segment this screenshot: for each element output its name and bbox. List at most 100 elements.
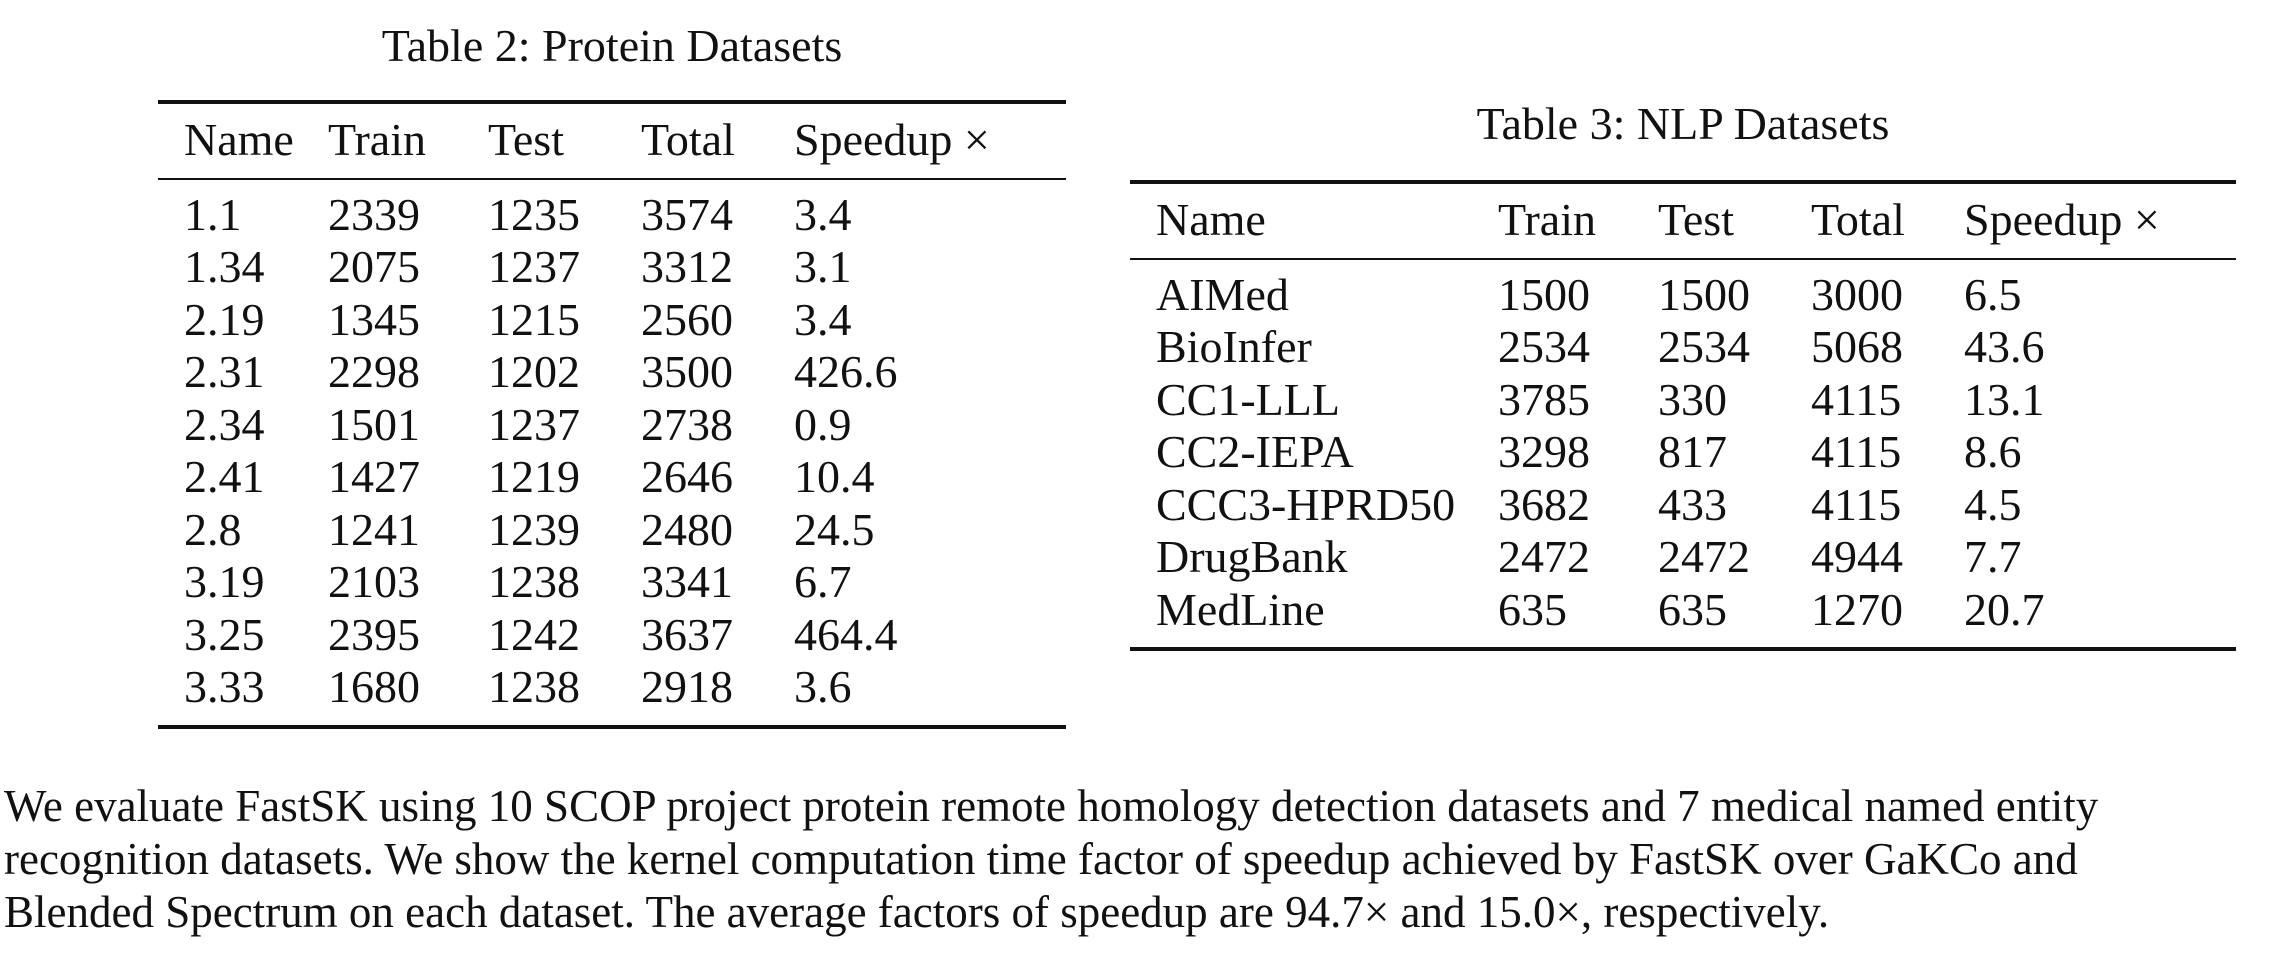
cell-name: AIMed — [1156, 268, 1289, 320]
cell-train: 1680 — [328, 661, 420, 712]
cell-total: 2918 — [641, 661, 733, 712]
column-header-test: Test — [1658, 194, 1734, 245]
table-row: 3.25 2395 1242 3637 464.4 — [158, 609, 1066, 662]
cell-speedup: 426.6 — [794, 346, 898, 397]
cell-train: 2298 — [328, 346, 420, 397]
table-row: CC1-LLL 3785 330 4115 13.1 — [1130, 374, 2236, 427]
cell-name: 3.19 — [184, 556, 265, 607]
cell-total: 4115 — [1811, 426, 1902, 477]
cell-speedup: 464.4 — [794, 608, 898, 660]
table-row: 1.1 2339 1235 3574 3.4 — [158, 179, 1066, 242]
cell-test: 635 — [1658, 583, 1727, 635]
cell-train: 2472 — [1498, 531, 1590, 582]
cell-name: CC2-IEPA — [1156, 426, 1354, 477]
cell-speedup: 20.7 — [1964, 583, 2045, 635]
cell-test: 1238 — [488, 556, 580, 607]
cell-total: 4115 — [1811, 478, 1902, 530]
cell-speedup: 3.6 — [794, 661, 852, 712]
cell-train: 2534 — [1498, 321, 1590, 372]
cell-speedup: 0.9 — [794, 398, 852, 450]
protein-datasets-table: Name Train Test Total Speedup × 1.1 2339 1… — [158, 100, 1066, 729]
cell-speedup: 10.4 — [794, 451, 875, 502]
cell-speedup: 3.4 — [794, 293, 852, 345]
table-row: 2.34 1501 1237 2738 0.9 — [158, 399, 1066, 452]
cell-total: 3000 — [1811, 268, 1903, 320]
cell-total: 3341 — [641, 556, 733, 607]
cell-train: 3298 — [1498, 426, 1590, 477]
cell-test: 1202 — [488, 346, 580, 397]
column-header-name: Name — [184, 114, 294, 165]
table-row: BioInfer 2534 2534 5068 43.6 — [1130, 321, 2236, 374]
cell-total: 2738 — [641, 398, 733, 450]
cell-train: 2339 — [328, 188, 420, 240]
column-header-train: Train — [328, 114, 426, 165]
table-row: 2.8 1241 1239 2480 24.5 — [158, 504, 1066, 557]
cell-speedup: 13.1 — [1964, 373, 2045, 425]
cell-train: 2103 — [328, 556, 420, 607]
cell-test: 2472 — [1658, 531, 1750, 582]
cell-train: 1500 — [1498, 268, 1590, 320]
cell-train: 2075 — [328, 241, 420, 292]
cell-speedup: 6.7 — [794, 556, 852, 607]
table-row: CC2-IEPA 3298 817 4115 8.6 — [1130, 426, 2236, 479]
table-row: 2.41 1427 1219 2646 10.4 — [158, 451, 1066, 504]
table-row: 3.19 2103 1238 3341 6.7 — [158, 556, 1066, 609]
cell-test: 1219 — [488, 451, 580, 502]
table-3-caption: Table 3: NLP Datasets — [1476, 98, 1890, 149]
cell-test: 1237 — [488, 241, 580, 292]
cell-train: 3682 — [1498, 478, 1590, 530]
cell-total: 2560 — [641, 293, 733, 345]
table-row: MedLine 635 635 1270 20.7 — [1130, 584, 2236, 650]
cell-test: 2534 — [1658, 321, 1750, 372]
column-header-train: Train — [1498, 194, 1596, 245]
body-paragraph: We evaluate FastSK using 10 SCOP project… — [4, 780, 2272, 939]
cell-test: 1237 — [488, 398, 580, 450]
column-header-speedup: Speedup × — [794, 114, 990, 165]
cell-speedup: 3.4 — [794, 188, 852, 240]
cell-speedup: 3.1 — [794, 241, 852, 292]
cell-total: 3500 — [641, 346, 733, 397]
cell-test: 330 — [1658, 373, 1727, 425]
cell-total: 2646 — [641, 451, 733, 502]
table-row: CCC3-HPRD50 3682 433 4115 4.5 — [1130, 479, 2236, 532]
cell-name: 2.31 — [184, 346, 265, 397]
cell-test: 1215 — [488, 293, 580, 345]
cell-total: 4944 — [1811, 531, 1903, 582]
cell-total: 3312 — [641, 241, 733, 292]
cell-train: 1501 — [328, 398, 420, 450]
table-body: AIMed 1500 1500 3000 6.5 BioInfer 2534 2534 5068… — [1130, 259, 2236, 650]
cell-speedup: 7.7 — [1964, 531, 2022, 582]
column-header-test: Test — [488, 114, 564, 165]
cell-name: 2.19 — [184, 293, 265, 345]
column-header-name: Name — [1156, 194, 1266, 245]
cell-total: 2480 — [641, 503, 733, 555]
table-body: 1.1 2339 1235 3574 3.4 1.34 2075 1237 3312 3.1 2.1… — [158, 179, 1066, 727]
cell-total: 1270 — [1811, 583, 1903, 635]
cell-test: 1239 — [488, 503, 580, 555]
table-row: 2.19 1345 1215 2560 3.4 — [158, 294, 1066, 347]
cell-total: 5068 — [1811, 321, 1903, 372]
cell-train: 1241 — [328, 503, 420, 555]
cell-name: 2.41 — [184, 451, 265, 502]
cell-name: 2.34 — [184, 398, 265, 450]
cell-total: 4115 — [1811, 373, 1902, 425]
cell-train: 3785 — [1498, 373, 1590, 425]
cell-test: 1238 — [488, 661, 580, 712]
cell-name: 1.34 — [184, 241, 265, 292]
table-row: AIMed 1500 1500 3000 6.5 — [1130, 259, 2236, 322]
cell-test: 433 — [1658, 478, 1727, 530]
column-header-total: Total — [1811, 194, 1905, 245]
paragraph-line: We evaluate FastSK using 10 SCOP project… — [4, 781, 2099, 831]
cell-name: 3.33 — [184, 661, 265, 712]
cell-name: BioInfer — [1156, 321, 1312, 372]
table-2-caption: Table 2: Protein Datasets — [381, 20, 843, 71]
cell-name: 1.1 — [184, 188, 242, 240]
paragraph-line: recognition datasets. We show the kernel… — [4, 834, 2078, 884]
cell-speedup: 6.5 — [1964, 268, 2022, 320]
cell-test: 1235 — [488, 188, 580, 240]
cell-name: 3.25 — [184, 608, 265, 660]
cell-train: 2395 — [328, 608, 420, 660]
cell-test: 1242 — [488, 608, 580, 660]
column-header-speedup: Speedup × — [1964, 194, 2160, 245]
cell-test: 817 — [1658, 426, 1727, 477]
